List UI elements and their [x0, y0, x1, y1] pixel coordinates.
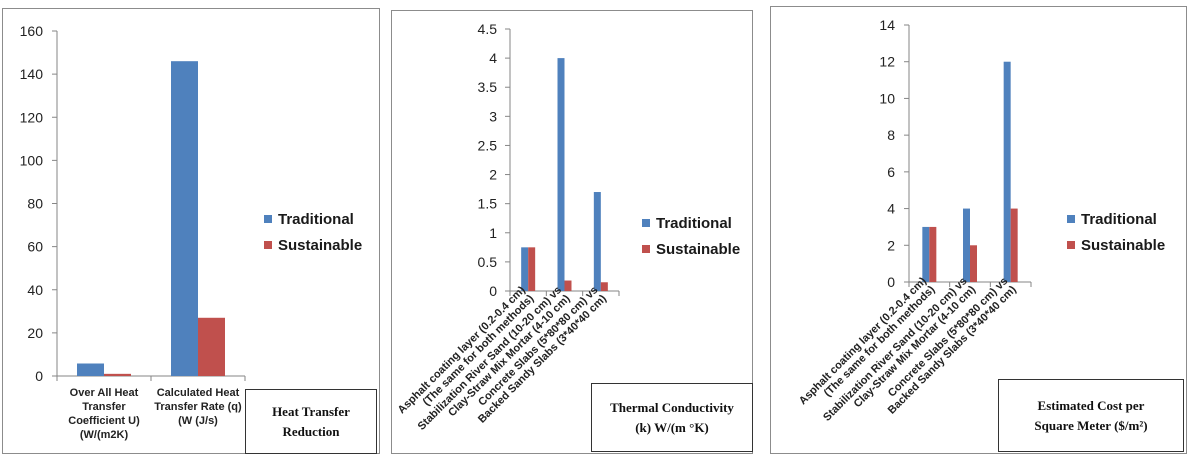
x-category-label: Over All Heat Transfer Coefficient U) (W…: [68, 387, 140, 441]
legend-label-sustainable: Sustainable: [1081, 236, 1166, 254]
chart-panel-estimated-cost: 0 2 4 6 8 10 12 14 Asphalt coating layer (0.2-0.…: [769, 0, 1189, 456]
y-tick-label: 4: [489, 50, 497, 66]
y-tick-label: 3: [489, 108, 497, 124]
bar-sustainable-0: [528, 247, 536, 291]
legend-label-traditional: Traditional: [656, 214, 732, 232]
chart-caption: Estimated Cost per Square Meter ($/m²): [998, 379, 1184, 452]
y-tick-label: 20: [27, 325, 43, 341]
legend-swatch-traditional: [1067, 215, 1075, 223]
y-tick-label: 120: [20, 109, 44, 125]
y-tick-label: 0: [35, 368, 43, 384]
bar-sustainable-2: [1010, 208, 1018, 282]
y-tick-label: 6: [887, 164, 895, 180]
bar-sustainable-0: [929, 226, 937, 282]
bar-traditional-0: [922, 226, 930, 282]
y-tick-label: 1.5: [478, 196, 498, 212]
legend-item-sustainable: Sustainable: [1067, 232, 1165, 258]
legend-label-traditional: Traditional: [1081, 210, 1157, 228]
chart-caption: Thermal Conductivity (k) W/(m °K): [591, 383, 753, 452]
bar-traditional-1: [963, 208, 970, 282]
chart-legend: Traditional Sustainable: [1067, 206, 1165, 258]
bar-traditional-1: [171, 61, 198, 376]
legend-label-traditional: Traditional: [278, 210, 354, 228]
legend-item-sustainable: Sustainable: [264, 232, 362, 258]
x-category-label: Stabilization River Sand (10-20 cm) vsCl…: [416, 284, 573, 433]
legend-item-traditional: Traditional: [642, 210, 740, 236]
legend-swatch-traditional: [642, 219, 650, 227]
y-tick-label: 4.5: [478, 21, 498, 37]
chart-legend: Traditional Sustainable: [264, 206, 362, 258]
chart-legend: Traditional Sustainable: [642, 210, 740, 262]
y-tick-label: 1: [489, 225, 497, 241]
bar-traditional-1: [557, 58, 565, 291]
chart-panel-heat-transfer: 0 20 40 60 80 100 120 140 160 Over All Heat Tran…: [0, 0, 383, 456]
bar-sustainable-2: [600, 282, 608, 291]
y-tick-label: 3.5: [478, 79, 498, 95]
legend-label-sustainable: Sustainable: [278, 236, 363, 254]
y-tick-label: 60: [27, 239, 43, 255]
chart-caption: Heat Transfer Reduction: [245, 389, 377, 454]
bar-traditional-0: [77, 363, 104, 376]
y-tick-label: 0.5: [478, 254, 498, 270]
y-tick-label: 14: [879, 17, 895, 33]
y-tick-label: 10: [879, 90, 895, 106]
legend-swatch-traditional: [264, 215, 272, 223]
y-tick-label: 40: [27, 282, 43, 298]
y-tick-label: 12: [879, 54, 895, 70]
y-tick-label: 4: [887, 201, 895, 217]
legend-item-traditional: Traditional: [1067, 206, 1165, 232]
chart-frame: [2, 8, 380, 454]
legend-label-sustainable: Sustainable: [656, 240, 741, 258]
bar-sustainable-1: [564, 280, 572, 291]
y-tick-label: 160: [20, 23, 44, 39]
y-tick-label: 2: [887, 237, 895, 253]
legend-swatch-sustainable: [1067, 241, 1075, 249]
bar-sustainable-0: [104, 373, 131, 376]
chart-frame: [770, 6, 1187, 454]
bar-sustainable-1: [198, 317, 225, 376]
x-category-label: Calculated Heat Transfer Rate (q) (W (J/…: [154, 387, 242, 427]
bar-traditional-2: [593, 192, 601, 291]
chart-panel-thermal-conductivity: 0 0.5 1 1.5 2 2.5 3 3.5 4 4.5 Asphalt coating laye…: [390, 0, 756, 456]
bar-sustainable-1: [970, 245, 977, 282]
y-tick-label: 80: [27, 196, 43, 212]
bar-traditional-0: [521, 247, 529, 291]
y-tick-label: 2.5: [478, 137, 498, 153]
chart-svg-heat-transfer: 0 20 40 60 80 100 120 140 160: [2, 8, 380, 454]
y-tick-label: 2: [489, 167, 497, 183]
legend-item-traditional: Traditional: [264, 206, 362, 232]
bar-traditional-2: [1003, 61, 1011, 282]
legend-item-sustainable: Sustainable: [642, 236, 740, 262]
chart-frame: [391, 10, 753, 454]
legend-swatch-sustainable: [264, 241, 272, 249]
y-tick-label: 0: [887, 274, 895, 290]
y-tick-label: 140: [20, 66, 44, 82]
y-tick-label: 8: [887, 127, 895, 143]
y-tick-label: 0: [489, 283, 497, 299]
legend-swatch-sustainable: [642, 245, 650, 253]
y-tick-label: 100: [20, 152, 44, 168]
